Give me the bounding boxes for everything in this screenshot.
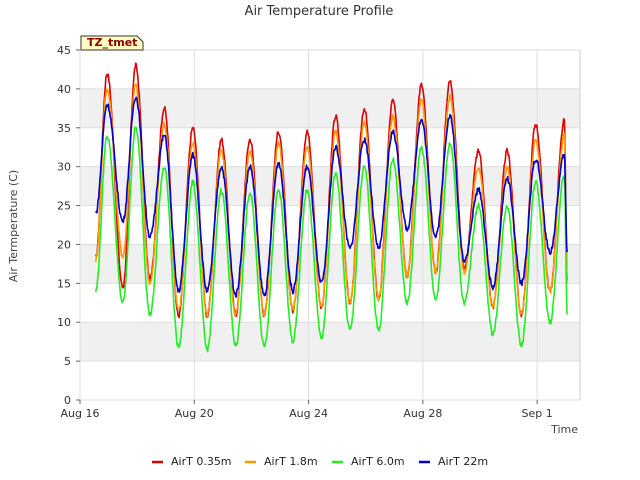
site-badge-label: TZ_tmet xyxy=(87,36,137,49)
series-line-airt-1-8m xyxy=(94,83,568,318)
y-tick-label: 30 xyxy=(57,161,71,174)
y-axis-ticks: 0 5 10 15 20 25 30 35 40 45 xyxy=(57,44,80,407)
x-axis-label: Time xyxy=(550,423,578,436)
y-tick-label: 15 xyxy=(57,277,71,290)
legend-label: AirT 6.0m xyxy=(351,455,405,468)
legend-item: AirT 6.0m xyxy=(332,455,405,468)
y-tick-label: 25 xyxy=(57,200,71,213)
legend-item: AirT 22m xyxy=(419,455,488,468)
site-badge: TZ_tmet xyxy=(80,35,144,51)
gridlines xyxy=(79,49,580,401)
x-tick-label: Aug 24 xyxy=(289,407,328,420)
y-tick-label: 5 xyxy=(64,355,71,368)
grid-band xyxy=(80,88,580,128)
legend-label: AirT 0.35m xyxy=(171,455,232,468)
legend-item: AirT 1.8m xyxy=(245,455,318,468)
y-axis-label: Air Termperature (C) xyxy=(7,170,20,282)
series-lines xyxy=(94,62,568,353)
series-line-airt-22m xyxy=(94,96,568,298)
y-tick-label: 40 xyxy=(57,83,71,96)
legend-item: AirT 0.35m xyxy=(152,455,232,468)
y-tick-label: 10 xyxy=(57,316,71,329)
grid-band xyxy=(80,322,580,362)
y-tick-label: 45 xyxy=(57,44,71,57)
y-tick-label: 20 xyxy=(57,238,71,251)
x-axis-ticks: Aug 16 Aug 20 Aug 24 Aug 28 Sep 1 xyxy=(61,400,553,420)
x-tick-label: Aug 28 xyxy=(403,407,442,420)
x-tick-label: Aug 20 xyxy=(175,407,214,420)
series-line-airt-6-0m xyxy=(94,126,568,353)
chart-title: Air Temperature Profile xyxy=(245,4,394,19)
legend-label: AirT 1.8m xyxy=(264,455,318,468)
y-tick-label: 0 xyxy=(64,394,71,407)
legend-label: AirT 22m xyxy=(438,455,488,468)
chart-legend: AirT 0.35m AirT 1.8m AirT 6.0m AirT 22m xyxy=(152,455,488,468)
x-tick-label: Aug 16 xyxy=(61,407,100,420)
y-tick-label: 35 xyxy=(57,122,71,135)
x-tick-label: Sep 1 xyxy=(522,407,553,420)
